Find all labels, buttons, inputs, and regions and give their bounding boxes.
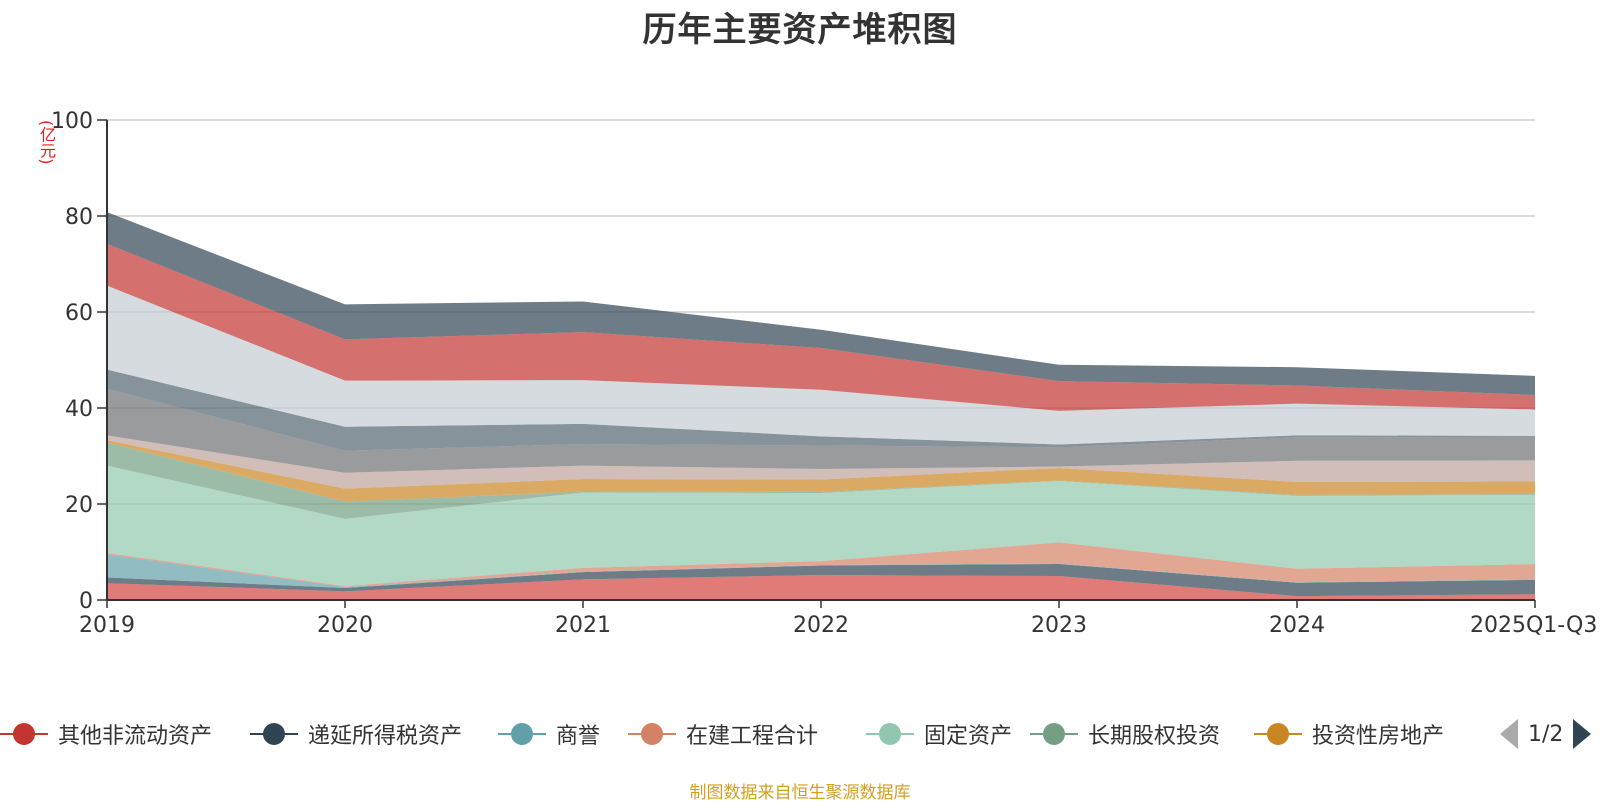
area-series-12 — [107, 243, 1535, 411]
axes: 0 20 40 60 80 100 2019 2020 2021 2022 2023 2024 2025… — [51, 109, 1597, 638]
legend-label: 投资性房地产 — [1312, 724, 1445, 749]
legend-item[interactable]: 其他非流动资产 — [0, 714, 212, 754]
legend-item[interactable]: 递延所得税资产 — [250, 714, 462, 754]
legend-item[interactable]: 长期股权投资 — [1030, 714, 1220, 754]
area-series-5 — [107, 465, 1535, 587]
x-tick-label: 2020 — [317, 613, 373, 638]
y-tick-label: 40 — [65, 397, 93, 422]
x-tick-label: 2023 — [1031, 613, 1087, 638]
y-tick-label: 60 — [65, 301, 93, 326]
legend-label: 长期股权投资 — [1088, 724, 1221, 749]
area-series-7 — [107, 440, 1535, 502]
y-tick-label: 0 — [79, 589, 93, 614]
chart-title: 历年主要资产堆积图 — [642, 10, 958, 50]
y-tick-label: 20 — [65, 493, 93, 518]
area-series-8 — [107, 435, 1535, 489]
legend-label: 在建工程合计 — [686, 724, 819, 749]
legend-page-indicator: 1/2 — [1528, 721, 1564, 747]
legend-item[interactable]: 固定资产 — [866, 714, 1012, 754]
legend-pager: 1/2 — [1500, 716, 1592, 752]
legend-item[interactable]: 在建工程合计 — [628, 714, 818, 754]
legend-item[interactable]: 商誉 — [498, 714, 600, 754]
y-tick-label: 100 — [51, 109, 93, 134]
legend-label: 其他非流动资产 — [58, 724, 213, 749]
legend-marker-icon — [498, 714, 546, 754]
x-tick-label: 2022 — [793, 613, 849, 638]
legend-item[interactable]: 投资性房地产 — [1254, 714, 1444, 754]
y-tick-label: 80 — [65, 205, 93, 230]
x-tick-label: 2025Q1-Q3 — [1470, 613, 1597, 638]
legend-label: 递延所得税资产 — [308, 724, 463, 749]
area-series-10 — [107, 369, 1535, 451]
area-series-1 — [107, 575, 1535, 600]
legend-marker-icon — [866, 714, 914, 754]
legend: 其他非流动资产 递延所得税资产 商誉 在建工程合计 固定资产 长期股权投资 投资性房地产 — [0, 714, 1600, 754]
area-series — [107, 212, 1535, 600]
area-series-2 — [107, 564, 1535, 597]
legend-marker-icon — [628, 714, 676, 754]
x-tick-label: 2021 — [555, 613, 611, 638]
area-series-9 — [107, 388, 1535, 473]
legend-label: 固定资产 — [924, 724, 1013, 749]
legend-marker-icon — [250, 714, 298, 754]
x-tick-label: 2019 — [79, 613, 135, 638]
area-series-13 — [107, 212, 1535, 396]
legend-marker-icon — [0, 714, 48, 754]
area-series-11 — [107, 285, 1535, 445]
area-series-6 — [107, 442, 1535, 519]
x-tick-label: 2024 — [1269, 613, 1325, 638]
stacked-area-chart: 0 20 40 60 80 100 2019 2020 2021 2022 2023 2024 2025… — [51, 109, 1597, 638]
data-source-note: 制图数据来自恒生聚源数据库 — [689, 783, 911, 803]
area-series-3 — [107, 554, 1535, 588]
y-axis-unit: (亿元) — [37, 120, 56, 165]
legend-marker-icon — [1030, 714, 1078, 754]
legend-label: 商誉 — [556, 724, 601, 749]
legend-marker-icon — [1254, 714, 1302, 754]
area-series-4 — [107, 542, 1535, 588]
legend-prev-page-icon[interactable] — [1500, 719, 1518, 749]
legend-next-page-icon[interactable] — [1573, 719, 1592, 749]
